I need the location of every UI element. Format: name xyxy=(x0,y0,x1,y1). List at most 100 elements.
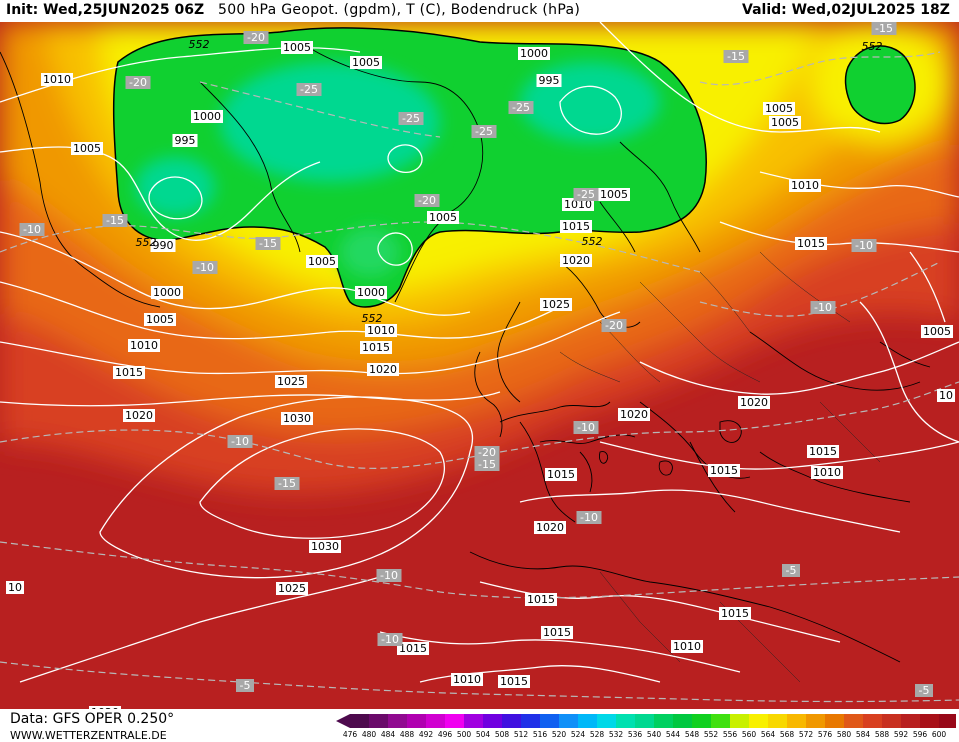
temp-label-box xyxy=(296,83,322,96)
temp-label-text: -25 xyxy=(300,83,318,96)
geopot-label: 552 xyxy=(189,38,210,51)
legend-value: 504 xyxy=(475,730,491,739)
legend-swatch xyxy=(901,714,920,728)
isobar-label: 1020 xyxy=(367,363,399,376)
isobar-label-box xyxy=(397,642,429,655)
legend-value: 540 xyxy=(646,730,662,739)
temp-label-box xyxy=(782,564,800,577)
isobar-label-text: 1005 xyxy=(923,325,951,338)
temp-label-box xyxy=(915,684,933,697)
isobar-label-box xyxy=(151,286,183,299)
isobar-label-text: 1015 xyxy=(809,445,837,458)
isobar-label: 1030 xyxy=(309,540,341,553)
isobar-label-text: 1010 xyxy=(43,73,71,86)
legend-value: 560 xyxy=(741,730,757,739)
isobar-label-box xyxy=(123,409,155,422)
temp-label-text: -20 xyxy=(418,194,436,207)
legend-value: 588 xyxy=(874,730,890,739)
isobar-label: 1010 xyxy=(562,198,594,211)
isobar-label-box xyxy=(763,102,795,115)
website-link: WWW.WETTERZENTRALE.DE xyxy=(10,729,167,742)
isobar-label-text: 10 xyxy=(8,581,22,594)
isobar-label-box xyxy=(6,581,24,594)
temp-label-box xyxy=(125,76,151,89)
title-bar: Init: Wed,25JUN2025 06Z 500 hPa Geopot. … xyxy=(0,0,959,22)
temp-label-text: -25 xyxy=(402,112,420,125)
isobar-label-box xyxy=(540,298,572,311)
isobar-label: 10 xyxy=(6,581,24,594)
legend-value: 480 xyxy=(361,730,377,739)
temp-label-box xyxy=(192,261,218,274)
isobar-label: 1015 xyxy=(708,464,740,477)
isobar-label: 1010 xyxy=(811,466,843,479)
legend-swatch xyxy=(521,714,540,728)
legend-arrow-left xyxy=(336,714,350,728)
isobar-label-text: 1030 xyxy=(311,540,339,553)
legend-swatch xyxy=(369,714,388,728)
isobar-label-text: 1005 xyxy=(600,188,628,201)
legend-swatch xyxy=(806,714,825,728)
green-552-area xyxy=(112,27,916,308)
temp-label-box xyxy=(723,50,749,63)
legend-value: 592 xyxy=(893,730,909,739)
temp-label-text: -25 xyxy=(512,101,530,114)
isobar-label-text: 1015 xyxy=(721,607,749,620)
isobar-label-text: 1015 xyxy=(543,626,571,639)
temp-label-box xyxy=(474,446,500,459)
isobar-label-text: 1010 xyxy=(791,179,819,192)
isobar-label-box xyxy=(921,325,953,338)
temp-label-box xyxy=(474,458,500,471)
temp-label-box xyxy=(236,679,254,692)
isobar-label-text: 1015 xyxy=(399,642,427,655)
isobar-label-text: 1000 xyxy=(193,110,221,123)
temp-label-text: -10 xyxy=(381,633,399,646)
temp-label-box xyxy=(255,237,281,250)
temp-label-text: -20 xyxy=(129,76,147,89)
legend-value: 488 xyxy=(399,730,415,739)
temp-label: -15 xyxy=(274,477,300,490)
isobar-label-text: 1020 xyxy=(562,254,590,267)
temp-label-text: -20 xyxy=(247,31,265,44)
temp-label-text: -10 xyxy=(380,569,398,582)
temp-label-text: -10 xyxy=(196,261,214,274)
temp-label-text: -15 xyxy=(875,22,893,35)
isobar-label: 1005 xyxy=(427,211,459,224)
temp-label-box xyxy=(573,188,599,201)
legend-swatch xyxy=(654,714,673,728)
isobar-label-box xyxy=(309,540,341,553)
isobar-label-text: 995 xyxy=(175,134,196,147)
isobar-label: 1015 xyxy=(498,675,530,688)
temp-label-box xyxy=(471,125,497,138)
legend-value: 568 xyxy=(779,730,795,739)
temp-label-text: -10 xyxy=(231,435,249,448)
legend-swatch xyxy=(502,714,521,728)
temp-label-text: -5 xyxy=(240,679,251,692)
isobar-label-box xyxy=(350,56,382,69)
isobar-label: 1015 xyxy=(525,593,557,606)
legend-swatch xyxy=(559,714,578,728)
legend-value: 556 xyxy=(722,730,738,739)
isobar-label-box xyxy=(719,607,751,620)
isobar-label-text: 1030 xyxy=(283,412,311,425)
isobar-label-text: 1015 xyxy=(547,468,575,481)
legend-value: 496 xyxy=(437,730,453,739)
isobar-label: 1005 xyxy=(921,325,953,338)
isobar-label-box xyxy=(498,675,530,688)
geopot-label: 552 xyxy=(582,235,603,248)
isobar-label-box xyxy=(708,464,740,477)
temp-label-box xyxy=(810,301,836,314)
isobar-label: 1000 xyxy=(191,110,223,123)
temp-label-text: -25 xyxy=(577,188,595,201)
isobar-label: 1025 xyxy=(276,582,308,595)
isobar-label-box xyxy=(545,468,577,481)
temp-label-box xyxy=(377,633,403,646)
temp-label: -20 xyxy=(414,194,440,207)
isobar-label-text: 1005 xyxy=(146,313,174,326)
temp-label-box xyxy=(19,223,45,236)
isobar-label: 1010 xyxy=(451,673,483,686)
isobar-label-box xyxy=(306,255,338,268)
isobar-label: 1000 xyxy=(518,47,550,60)
temp-label-text: -10 xyxy=(23,223,41,236)
isobar-label-text: 1000 xyxy=(520,47,548,60)
isobar-label-text: 1010 xyxy=(673,640,701,653)
